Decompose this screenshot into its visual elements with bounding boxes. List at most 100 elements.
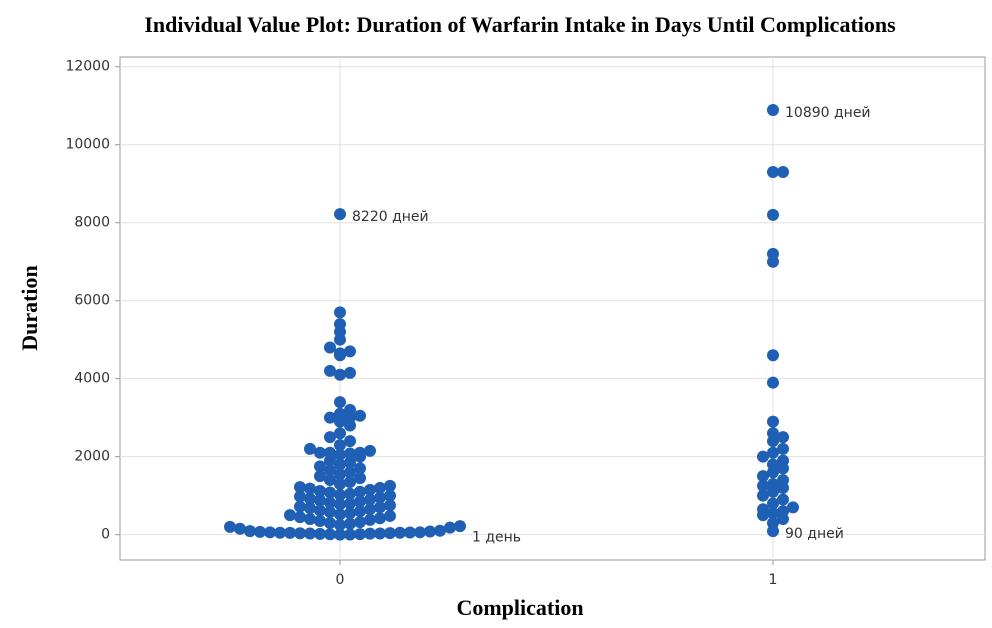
dot xyxy=(354,462,366,475)
y-tick-label: 10000 xyxy=(65,137,110,153)
dot xyxy=(384,527,396,540)
dot xyxy=(354,528,366,541)
dot xyxy=(364,527,376,540)
x-axis-label: Complication xyxy=(456,595,583,620)
dot xyxy=(324,411,336,424)
dot xyxy=(294,490,306,503)
value-label: 8220 дней xyxy=(352,209,429,225)
dot xyxy=(434,524,446,537)
dot xyxy=(334,518,346,531)
dot xyxy=(344,456,356,469)
dot xyxy=(767,247,779,260)
dot xyxy=(324,364,336,377)
dot xyxy=(767,507,779,520)
dot xyxy=(767,446,779,459)
dot xyxy=(364,503,376,516)
dot xyxy=(787,501,799,514)
dot xyxy=(344,366,356,379)
y-tick-label: 12000 xyxy=(65,59,110,75)
dot xyxy=(757,503,769,516)
dot xyxy=(384,489,396,502)
dot xyxy=(767,166,779,179)
dot xyxy=(354,472,366,485)
dot xyxy=(767,477,779,490)
dot xyxy=(354,516,366,529)
dot xyxy=(324,516,336,529)
y-tick-label: 6000 xyxy=(74,293,110,309)
dot xyxy=(304,442,316,455)
dot xyxy=(767,458,779,471)
dot xyxy=(374,501,386,514)
dot xyxy=(324,464,336,477)
chart-title: Individual Value Plot: Duration of Warfa… xyxy=(144,12,896,37)
dot xyxy=(324,486,336,499)
dot xyxy=(767,208,779,221)
dot xyxy=(334,318,346,331)
plot-frame xyxy=(119,56,986,561)
dot xyxy=(334,488,346,501)
dot xyxy=(334,528,346,541)
dot xyxy=(244,525,256,538)
dot xyxy=(777,454,789,467)
y-tick-label: 2000 xyxy=(74,449,110,465)
dot xyxy=(454,520,466,533)
dot xyxy=(757,479,769,492)
dot xyxy=(394,526,406,539)
y-tick-label: 4000 xyxy=(74,371,110,387)
dot xyxy=(344,517,356,530)
dot xyxy=(294,500,306,513)
dot xyxy=(324,528,336,541)
dot xyxy=(364,513,376,526)
dot xyxy=(314,484,326,497)
dot xyxy=(284,526,296,539)
dot xyxy=(334,407,346,420)
value-label: 10890 дней xyxy=(785,105,871,121)
dot xyxy=(354,495,366,508)
dot xyxy=(314,494,326,507)
dot xyxy=(374,481,386,494)
dot xyxy=(334,347,346,360)
dot xyxy=(777,166,789,179)
y-axis-label: Duration xyxy=(17,265,42,351)
dot xyxy=(384,509,396,522)
dot xyxy=(294,527,306,540)
dot xyxy=(334,508,346,521)
dot xyxy=(304,527,316,540)
dot xyxy=(384,479,396,492)
dot xyxy=(354,446,366,459)
dot xyxy=(334,396,346,409)
x-tick-label: 0 xyxy=(336,572,345,588)
dot xyxy=(324,474,336,487)
dot xyxy=(374,512,386,525)
dot xyxy=(344,447,356,460)
dot xyxy=(344,466,356,479)
dot xyxy=(314,515,326,528)
dot xyxy=(767,497,779,510)
dot xyxy=(384,499,396,512)
dot xyxy=(344,528,356,541)
dot xyxy=(314,470,326,483)
dot xyxy=(274,526,286,539)
dot xyxy=(777,505,789,518)
value-label: 90 дней xyxy=(785,526,844,542)
dot xyxy=(314,504,326,517)
dot xyxy=(304,482,316,495)
dot xyxy=(777,474,789,487)
dot xyxy=(324,341,336,354)
dot xyxy=(344,507,356,520)
dot xyxy=(767,349,779,362)
dot xyxy=(354,485,366,498)
dot xyxy=(334,498,346,511)
dot xyxy=(424,525,436,538)
dot xyxy=(364,493,376,506)
dot xyxy=(777,431,789,444)
dot xyxy=(404,526,416,539)
dot xyxy=(314,460,326,473)
dot xyxy=(234,522,246,535)
dot xyxy=(354,505,366,518)
dot xyxy=(374,527,386,540)
dot xyxy=(264,526,276,539)
dot xyxy=(767,427,779,440)
dot xyxy=(314,527,326,540)
